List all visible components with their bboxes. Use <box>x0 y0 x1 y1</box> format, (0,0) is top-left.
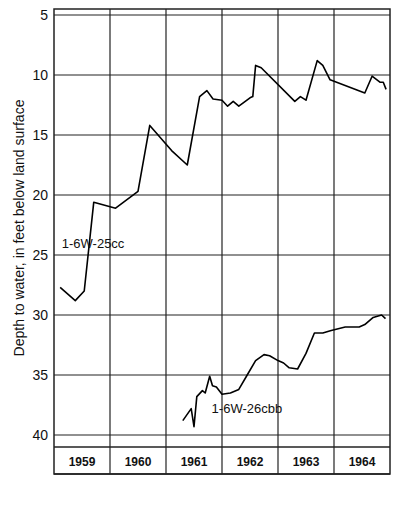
x-tick-label: 1961 <box>181 455 208 469</box>
grid-line <box>333 9 334 474</box>
x-tick-label: 1959 <box>69 455 96 469</box>
x-axis-line <box>54 446 390 448</box>
y-axis-label: Depth to water, in feet below land surfa… <box>11 99 27 356</box>
grid-line <box>165 9 166 474</box>
series-label: 1-6W-26cbb <box>212 401 283 416</box>
series-line <box>183 315 386 427</box>
x-tick-label: 1964 <box>349 455 376 469</box>
series-label: 1-6W-25cc <box>62 236 125 251</box>
y-tick-label: 5 <box>40 7 48 23</box>
y-tick-label: 10 <box>32 67 48 83</box>
x-tick-label: 1962 <box>237 455 264 469</box>
chart: 5 10 15 20 25 30 35 40 1959 1960 1961 1962 1963 1964 D… <box>0 0 400 508</box>
y-tick-label: 15 <box>32 127 48 143</box>
y-tick-label: 25 <box>32 247 48 263</box>
series-group <box>60 61 386 427</box>
x-tick-label: 1960 <box>125 455 152 469</box>
y-tick-label: 35 <box>32 367 48 383</box>
y-tick-label: 30 <box>32 307 48 323</box>
y-tick-label: 20 <box>32 187 48 203</box>
series-line <box>60 61 386 301</box>
x-tick-label: 1963 <box>293 455 320 469</box>
plot-frame <box>54 9 390 474</box>
y-tick-label: 40 <box>32 427 48 443</box>
